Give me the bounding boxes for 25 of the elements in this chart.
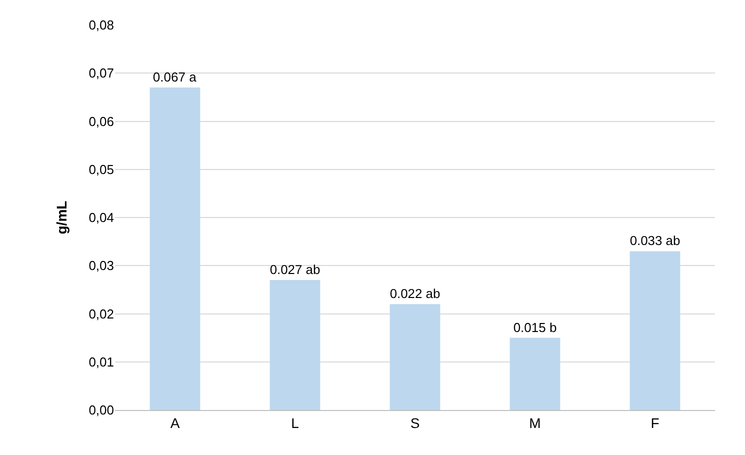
data-label: 0.027 ab: [270, 262, 320, 278]
y-tick-label: 0,00: [88, 402, 114, 418]
data-label: 0.067 a: [152, 70, 198, 85]
y-tick-label: 0,01: [88, 354, 114, 370]
bar: [390, 304, 440, 410]
x-tick-label: S: [410, 414, 420, 431]
bar: [150, 88, 200, 410]
bar: [510, 338, 560, 410]
y-tick-label: 0,06: [88, 114, 114, 129]
y-tick-label: 0,07: [88, 66, 114, 81]
y-tick-label: 0,03: [88, 258, 114, 274]
x-tick-label: M: [529, 414, 541, 431]
data-label: 0.015 b: [513, 320, 557, 335]
y-tick-label: 0,05: [88, 162, 114, 177]
bar: [270, 280, 320, 410]
data-label: 0.022 ab: [390, 286, 440, 302]
x-tick-label: F: [650, 414, 660, 431]
y-axis-title: g/mL: [53, 200, 70, 234]
x-tick-label: L: [291, 414, 300, 431]
y-tick-label: 0,04: [88, 210, 114, 226]
x-tick-label: A: [170, 414, 180, 431]
y-tick-label: 0,08: [88, 18, 114, 33]
y-tick-label: 0,02: [88, 306, 114, 322]
data-label: 0.033 ab: [630, 233, 680, 248]
bar: [630, 251, 680, 410]
